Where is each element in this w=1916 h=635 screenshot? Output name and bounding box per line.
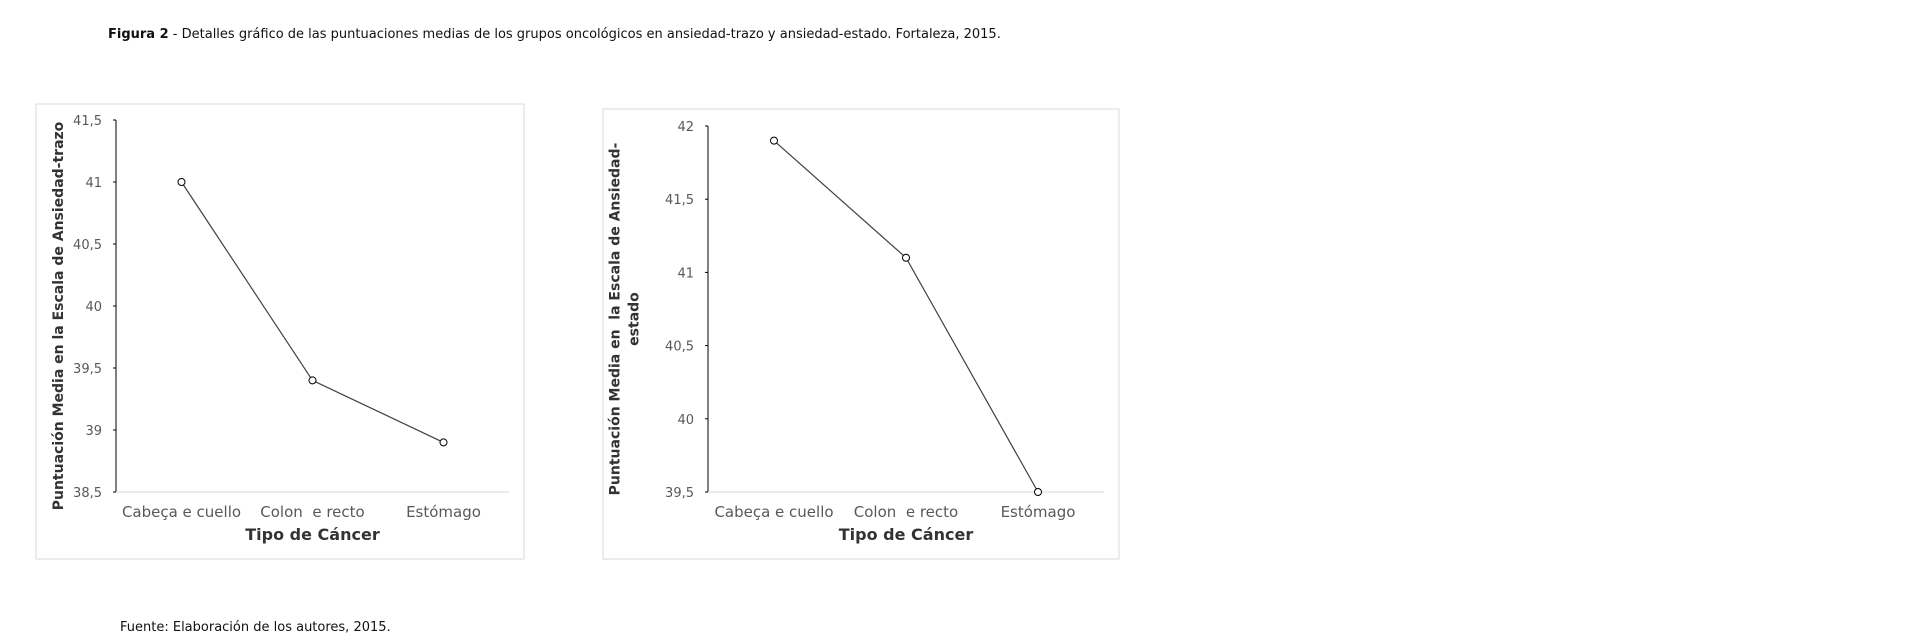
y-tick-label: 39,5 [665, 486, 694, 501]
x-tick-label: Cabeça e cuello [122, 503, 241, 521]
point [770, 136, 778, 145]
charts: 38,5 39 39,5 40 40,5 41 41,5 Cabeça e cuello Col… [35, 103, 1120, 560]
source: Fuente: Elaboración de los autores, 2015… [120, 620, 391, 635]
x-axis-title: Tipo de Cáncer [245, 525, 380, 544]
y-tick-label: 39,5 [73, 362, 102, 377]
chart-frame [602, 108, 1120, 560]
y-tick-label: 41,5 [73, 114, 102, 129]
caption: Figura 2 - Detalles gráfico de las puntu… [108, 27, 1001, 42]
caption-label: Figura 2 [108, 27, 169, 42]
y-tick-label: 42 [677, 120, 694, 135]
y-tick-label: 40,5 [665, 340, 694, 355]
series-line [180, 181, 444, 443]
y-axis-title: estado [627, 292, 643, 346]
chart-frame [35, 103, 525, 560]
series-line [773, 140, 1039, 493]
y-tick-label: 39 [85, 424, 102, 439]
x-tick-label: Colon e recto [260, 503, 364, 521]
x-tick-label: Cabeça e cuello [714, 503, 833, 521]
point [1034, 488, 1042, 496]
y-tick-label: 41 [85, 176, 102, 191]
x-tick-label: Estómago [1001, 503, 1076, 521]
x-tick-label: Colon e recto [854, 503, 958, 521]
point [902, 253, 910, 262]
y-tick-label: 41,5 [665, 193, 694, 208]
y-axis-title: Puntuación Media en la Escala de Ansieda… [608, 142, 624, 495]
y-axis-title: Puntuación Media en la Escala de Ansieda… [51, 121, 67, 510]
point [177, 178, 186, 186]
point [439, 438, 448, 447]
y-tick-label: 41 [677, 266, 694, 281]
y-tick-label: 40 [85, 300, 102, 315]
y-tick-label: 40,5 [73, 238, 102, 253]
point [308, 376, 317, 385]
caption-text: - Detalles gráfico de las puntuaciones m… [172, 27, 1001, 42]
y-tick-label: 40 [677, 413, 694, 428]
x-tick-label: Estómago [406, 503, 481, 521]
x-axis-title: Tipo de Cáncer [839, 525, 974, 544]
y-tick-label: 38,5 [73, 486, 102, 501]
